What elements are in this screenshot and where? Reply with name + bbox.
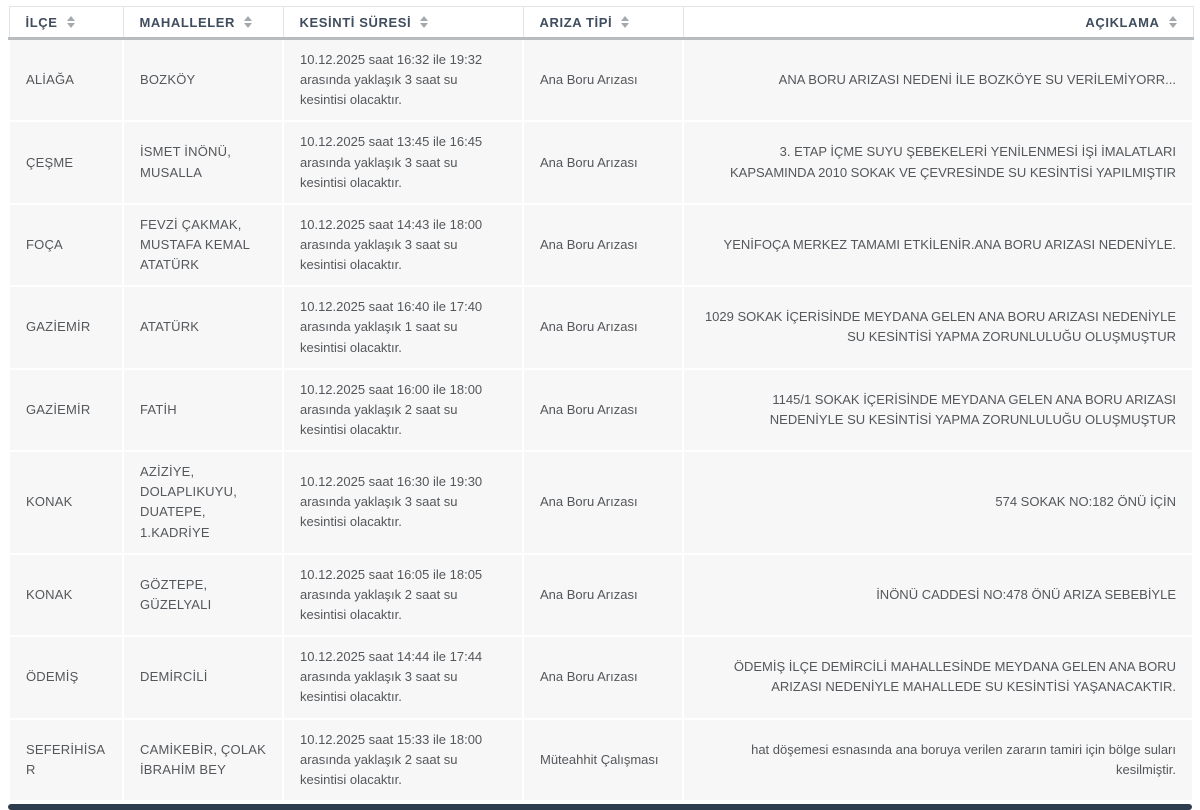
table-row: FOÇA FEVZİ ÇAKMAK, MUSTAFA KEMAL ATATÜRK… [8, 202, 1194, 288]
cell-ilce: ÖDEMİŞ [8, 635, 124, 720]
outage-table: İLÇE MAHALLELER KESİNTİ SÜRESİ [8, 6, 1194, 802]
horizontal-scrollbar[interactable] [8, 803, 1192, 810]
sort-icon[interactable] [420, 16, 429, 28]
cell-mahalleler: CAMİKEBİR, ÇOLAK İBRAHİM BEY [122, 717, 284, 802]
column-header-label: MAHALLELER [139, 14, 236, 30]
cell-ilce: FOÇA [8, 202, 124, 288]
cell-aciklama: 574 SOKAK NO:182 ÖNÜ İÇİN [682, 450, 1194, 555]
table-row: ALİAĞA BOZKÖY 10.12.2025 saat 16:32 ile … [8, 38, 1194, 123]
cell-aciklama: ANA BORU ARIZASI NEDENİ İLE BOZKÖYE SU V… [682, 38, 1194, 123]
cell-ilce: SEFERİHİSAR [8, 717, 124, 802]
cell-kesinti-suresi: 10.12.2025 saat 14:43 ile 18:00 arasında… [282, 202, 524, 288]
column-header-ilce[interactable]: İLÇE [8, 6, 124, 40]
cell-kesinti-suresi: 10.12.2025 saat 14:44 ile 17:44 arasında… [282, 635, 524, 720]
cell-mahalleler: İSMET İNÖNÜ, MUSALLA [122, 120, 284, 205]
cell-aciklama: ÖDEMİŞ İLÇE DEMİRCİLİ MAHALLESİNDE MEYDA… [682, 635, 1194, 720]
cell-kesinti-suresi: 10.12.2025 saat 16:30 ile 19:30 arasında… [282, 450, 524, 555]
column-header-mahalleler[interactable]: MAHALLELER [122, 6, 284, 40]
table-row: KONAK AZİZİYE, DOLAPLIKUYU, DUATEPE, 1.K… [8, 450, 1194, 555]
column-header-label: ARIZA TİPİ [539, 14, 613, 30]
cell-ariza-tipi: Müteahhit Çalışması [522, 717, 684, 802]
cell-ilce: GAZİEMİR [8, 367, 124, 453]
column-header-label: KESİNTİ SÜRESİ [299, 14, 412, 30]
column-header-kesinti-suresi[interactable]: KESİNTİ SÜRESİ [282, 6, 524, 40]
cell-mahalleler: FEVZİ ÇAKMAK, MUSTAFA KEMAL ATATÜRK [122, 202, 284, 288]
cell-kesinti-suresi: 10.12.2025 saat 16:00 ile 18:00 arasında… [282, 367, 524, 453]
cell-aciklama: YENİFOÇA MERKEZ TAMAMI ETKİLENİR.ANA BOR… [682, 202, 1194, 288]
cell-ariza-tipi: Ana Boru Arızası [522, 285, 684, 370]
cell-ariza-tipi: Ana Boru Arızası [522, 120, 684, 205]
sort-icon[interactable] [621, 16, 630, 28]
cell-ariza-tipi: Ana Boru Arızası [522, 38, 684, 123]
cell-aciklama: 3. ETAP İÇME SUYU ŞEBEKELERİ YENİLENMESİ… [682, 120, 1194, 205]
cell-aciklama: 1029 SOKAK İÇERİSİNDE MEYDANA GELEN ANA … [682, 285, 1194, 370]
cell-ilce: KONAK [8, 552, 124, 638]
sort-icon[interactable] [244, 16, 253, 28]
column-header-aciklama[interactable]: AÇIKLAMA [682, 6, 1194, 40]
cell-aciklama: 1145/1 SOKAK İÇERİSİNDE MEYDANA GELEN AN… [682, 367, 1194, 453]
column-header-label: AÇIKLAMA [1085, 14, 1160, 30]
cell-ariza-tipi: Ana Boru Arızası [522, 635, 684, 720]
cell-ilce: ALİAĞA [8, 38, 124, 123]
cell-kesinti-suresi: 10.12.2025 saat 16:05 ile 18:05 arasında… [282, 552, 524, 638]
outage-table-container: İLÇE MAHALLELER KESİNTİ SÜRESİ [8, 6, 1194, 810]
cell-mahalleler: AZİZİYE, DOLAPLIKUYU, DUATEPE, 1.KADRİYE [122, 450, 284, 555]
column-header-ariza-tipi[interactable]: ARIZA TİPİ [522, 6, 684, 40]
cell-mahalleler: FATİH [122, 367, 284, 453]
sort-icon[interactable] [1168, 16, 1177, 28]
cell-mahalleler: DEMİRCİLİ [122, 635, 284, 720]
cell-mahalleler: ATATÜRK [122, 285, 284, 370]
cell-kesinti-suresi: 10.12.2025 saat 15:33 ile 18:00 arasında… [282, 717, 524, 802]
table-body: ALİAĞA BOZKÖY 10.12.2025 saat 16:32 ile … [8, 38, 1194, 802]
cell-ariza-tipi: Ana Boru Arızası [522, 552, 684, 638]
table-row: GAZİEMİR FATİH 10.12.2025 saat 16:00 ile… [8, 367, 1194, 453]
sort-icon[interactable] [66, 16, 75, 28]
cell-kesinti-suresi: 10.12.2025 saat 13:45 ile 16:45 arasında… [282, 120, 524, 205]
header-row: İLÇE MAHALLELER KESİNTİ SÜRESİ [8, 6, 1194, 40]
column-header-label: İLÇE [25, 14, 58, 30]
cell-kesinti-suresi: 10.12.2025 saat 16:32 ile 19:32 arasında… [282, 38, 524, 123]
cell-aciklama: İNÖNÜ CADDESİ NO:478 ÖNÜ ARIZA SEBEBİYLE [682, 552, 1194, 638]
table-row: GAZİEMİR ATATÜRK 10.12.2025 saat 16:40 i… [8, 285, 1194, 370]
table-row: ÇEŞME İSMET İNÖNÜ, MUSALLA 10.12.2025 sa… [8, 120, 1194, 205]
cell-mahalleler: GÖZTEPE, GÜZELYALI [122, 552, 284, 638]
table-header: İLÇE MAHALLELER KESİNTİ SÜRESİ [8, 6, 1194, 40]
cell-ariza-tipi: Ana Boru Arızası [522, 450, 684, 555]
cell-mahalleler: BOZKÖY [122, 38, 284, 123]
cell-ariza-tipi: Ana Boru Arızası [522, 367, 684, 453]
cell-ariza-tipi: Ana Boru Arızası [522, 202, 684, 288]
cell-kesinti-suresi: 10.12.2025 saat 16:40 ile 17:40 arasında… [282, 285, 524, 370]
table-row: ÖDEMİŞ DEMİRCİLİ 10.12.2025 saat 14:44 i… [8, 635, 1194, 720]
table-row: KONAK GÖZTEPE, GÜZELYALI 10.12.2025 saat… [8, 552, 1194, 638]
cell-ilce: GAZİEMİR [8, 285, 124, 370]
cell-ilce: ÇEŞME [8, 120, 124, 205]
table-row: SEFERİHİSAR CAMİKEBİR, ÇOLAK İBRAHİM BEY… [8, 717, 1194, 802]
cell-aciklama: hat döşemesi esnasında ana boruya verile… [682, 717, 1194, 802]
cell-ilce: KONAK [8, 450, 124, 555]
